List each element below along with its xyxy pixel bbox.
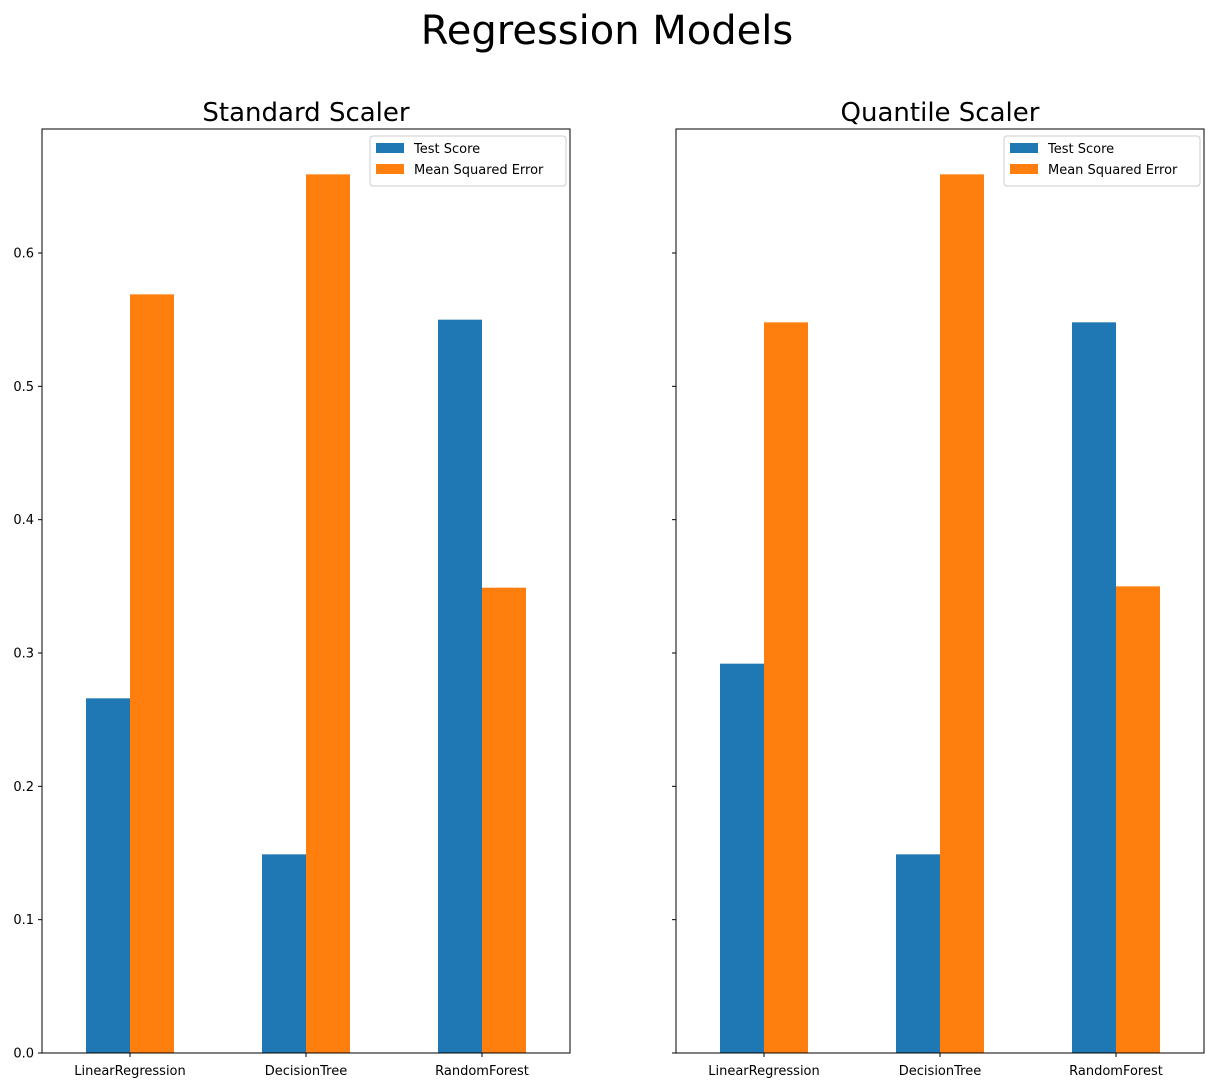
- legend: Test Score Mean Squared Error: [1003, 135, 1201, 187]
- test-score-bar: [86, 698, 130, 1053]
- legend-box: [1003, 135, 1201, 187]
- legend-box: [369, 135, 567, 187]
- mse-bar: [130, 294, 174, 1053]
- mse-bar: [764, 322, 808, 1053]
- legend-swatch: [1010, 143, 1038, 153]
- y-tick-label: 0.4: [13, 513, 34, 528]
- x-tick-label: DecisionTree: [899, 1064, 981, 1079]
- legend-label: Test Score: [413, 142, 480, 157]
- x-tick-label: RandomForest: [1069, 1064, 1163, 1079]
- y-tick-label: 0.2: [13, 780, 34, 795]
- test-score-bar: [1072, 322, 1116, 1053]
- legend-swatch: [376, 143, 404, 153]
- chart-panel: Standard Scaler LinearRegression DecisionT…: [13, 98, 571, 1079]
- y-tick-label: 0.0: [13, 1047, 34, 1062]
- subplot-title: Standard Scaler: [202, 98, 409, 128]
- y-tick-label: 0.1: [13, 913, 34, 928]
- x-tick-label: RandomForest: [435, 1064, 529, 1079]
- legend-swatch: [1010, 164, 1038, 174]
- test-score-bar: [720, 663, 764, 1053]
- legend-label: Mean Squared Error: [1048, 163, 1178, 178]
- y-tick-label: 0.5: [13, 380, 34, 395]
- x-tick-label: LinearRegression: [708, 1064, 820, 1079]
- test-score-bar: [896, 854, 940, 1053]
- legend-swatch: [376, 164, 404, 174]
- x-tick-label: LinearRegression: [74, 1064, 186, 1079]
- chart-panel: Quantile Scaler LinearRegression DecisionT…: [672, 98, 1205, 1079]
- mse-bar: [940, 174, 984, 1054]
- mse-bar: [306, 174, 350, 1054]
- mse-bar: [1116, 586, 1160, 1053]
- y-tick-label: 0.3: [13, 647, 34, 662]
- axes-frame: [675, 128, 1205, 1054]
- axes-frame: [41, 128, 571, 1054]
- test-score-bar: [262, 854, 306, 1053]
- figure-title: Regression Models: [421, 8, 793, 54]
- test-score-bar: [438, 319, 482, 1054]
- legend-label: Test Score: [1047, 142, 1114, 157]
- subplot-title: Quantile Scaler: [841, 98, 1040, 128]
- x-tick-label: DecisionTree: [265, 1064, 347, 1079]
- y-tick-label: 0.6: [13, 247, 34, 262]
- legend-label: Mean Squared Error: [414, 163, 544, 178]
- legend: Test Score Mean Squared Error: [369, 135, 567, 187]
- mse-bar: [482, 587, 526, 1053]
